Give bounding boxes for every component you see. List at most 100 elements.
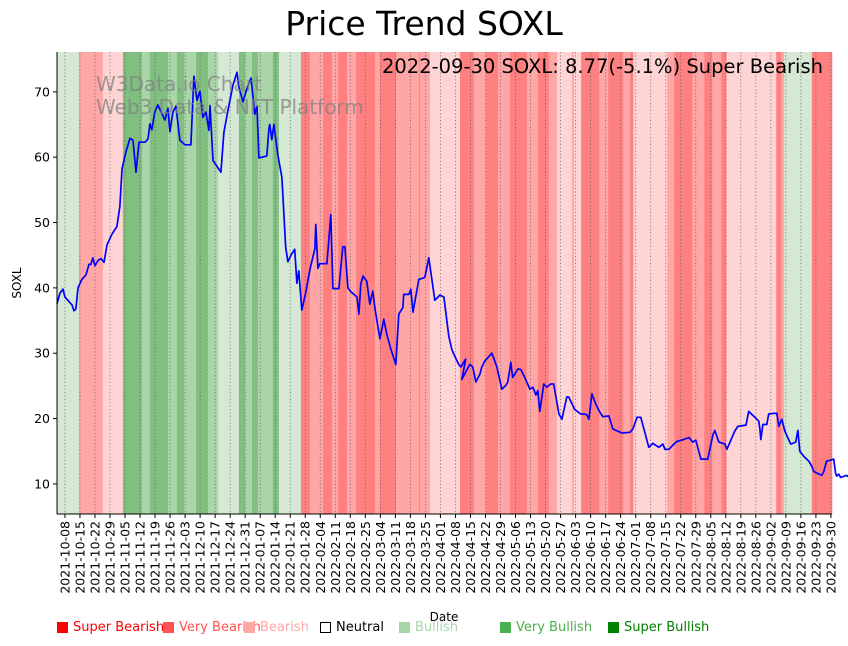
- band-bear3: [509, 52, 528, 514]
- x-tick-label: 2022-08-26: [748, 521, 763, 594]
- band-bull3: [272, 52, 280, 514]
- axes: [56, 52, 832, 515]
- x-tick-label: 2021-11-12: [133, 521, 148, 594]
- sentiment-bands: [57, 52, 833, 514]
- x-tick-label: 2022-02-25: [358, 521, 373, 594]
- band-bear2: [692, 52, 705, 514]
- band-bear2: [332, 52, 339, 514]
- x-tick-label: 2022-09-02: [763, 521, 778, 594]
- y-tick-label: 60: [34, 150, 50, 165]
- legend-item-super-bullish: Super Bullish: [608, 620, 709, 635]
- band-bull1: [278, 52, 302, 514]
- band-bear2: [526, 52, 539, 514]
- legend-item-super-bearish: Super Bearish: [57, 620, 164, 635]
- band-bear3: [811, 52, 833, 514]
- x-tick-label: 2022-07-15: [658, 521, 673, 594]
- legend-swatch: [399, 622, 410, 633]
- band-bear2: [374, 52, 381, 514]
- legend-label: Bullish: [415, 620, 459, 635]
- x-tick-label: 2021-12-24: [223, 521, 238, 594]
- band-bear2: [497, 52, 511, 514]
- band-bear2: [473, 52, 487, 514]
- x-tick-label: 2021-12-03: [178, 521, 193, 594]
- band-bear3: [537, 52, 550, 514]
- legend-swatch: [500, 622, 511, 633]
- x-tick-label: 2022-06-24: [613, 521, 628, 594]
- x-tick-label: 2022-05-20: [538, 521, 553, 594]
- legend-label: Very Bullish: [516, 620, 593, 635]
- y-tick-label: 10: [34, 476, 50, 491]
- band-bear1: [102, 52, 124, 514]
- watermark: W3Data.io Chart Web3 Data & NFT Platform: [96, 72, 364, 119]
- x-tick-label: 2022-02-04: [313, 521, 328, 594]
- band-bull1: [217, 52, 240, 514]
- x-tick-label: 2021-10-22: [87, 521, 102, 594]
- x-tick-label: 2022-07-22: [673, 521, 688, 594]
- x-tick-label: 2022-01-21: [283, 521, 298, 594]
- x-tick-label: 2022-04-15: [463, 521, 478, 594]
- band-bull3: [238, 52, 246, 514]
- band-bear3: [379, 52, 397, 514]
- band-bull3: [196, 52, 209, 514]
- watermark-line-1: W3Data.io Chart: [96, 72, 262, 96]
- price-annotation: 2022-09-30 SOXL: 8.77(-5.1%) Super Beari…: [382, 55, 823, 78]
- legend-swatch: [320, 622, 331, 633]
- band-bear3: [323, 52, 333, 514]
- legend-item-bullish: Bullish: [399, 620, 458, 635]
- x-tick-label: 2021-11-26: [163, 521, 178, 594]
- x-tick-label: 2022-02-11: [328, 521, 343, 594]
- y-axis-label: SOXL: [10, 267, 24, 299]
- band-bull2: [257, 52, 274, 514]
- y-tick-label: 70: [34, 84, 50, 99]
- x-gridlines: [64, 52, 832, 514]
- x-tick-label: 2021-10-08: [57, 521, 72, 594]
- band-bull2: [141, 52, 151, 514]
- x-tick-label: 2022-05-27: [553, 521, 568, 594]
- band-bear3: [608, 52, 624, 514]
- x-tick-label: 2022-03-18: [403, 521, 418, 594]
- x-tick-label: 2022-01-14: [268, 521, 283, 594]
- x-tick-label: 2021-12-31: [238, 521, 253, 594]
- band-bear2: [781, 52, 785, 514]
- band-bear3: [630, 52, 634, 514]
- price-line: [56, 71, 848, 479]
- legend-swatch: [608, 622, 619, 633]
- band-bear3: [459, 52, 475, 514]
- band-bear2: [712, 52, 722, 514]
- legend-item-neutral: Neutral: [320, 620, 384, 635]
- band-bull3: [149, 52, 169, 514]
- band-bear1: [556, 52, 573, 514]
- band-bull3: [122, 52, 143, 514]
- band-bear3: [485, 52, 499, 514]
- band-bear2: [396, 52, 420, 514]
- band-bear2: [78, 52, 104, 514]
- legend-label: Very Bearish: [179, 620, 261, 635]
- y-tick-label: 40: [34, 280, 50, 295]
- x-tick-label: 2022-03-25: [418, 521, 433, 594]
- x-tick-label: 2021-12-17: [208, 521, 223, 594]
- legend-swatch: [163, 622, 174, 633]
- legend-item-very-bearish: Very Bearish: [163, 620, 261, 635]
- x-tick-label: 2022-06-03: [568, 521, 583, 594]
- x-tick-label: 2022-09-16: [793, 521, 808, 594]
- price-line-layer: [56, 71, 848, 479]
- legend-label: Neutral: [336, 620, 384, 635]
- x-tick-label: 2021-10-29: [102, 521, 117, 594]
- band-bear3: [356, 52, 376, 514]
- legend-label: Super Bullish: [624, 620, 710, 635]
- x-tick-label: 2022-06-10: [583, 521, 598, 594]
- band-bear3: [721, 52, 727, 514]
- band-bull2: [208, 52, 219, 514]
- x-tick-label: 2022-01-07: [253, 521, 268, 594]
- band-bull3: [252, 52, 259, 514]
- band-bear2: [667, 52, 675, 514]
- band-bear2: [599, 52, 609, 514]
- legend-label: Super Bearish: [73, 620, 165, 635]
- legend-swatch: [57, 622, 68, 633]
- band-bull1: [784, 52, 813, 514]
- band-bull2: [244, 52, 253, 514]
- x-tick-label: 2021-11-05: [118, 521, 133, 594]
- x-axis-ticks: 2021-10-08 2021-10-15 2021-10-22 2021-10-29…: [57, 514, 838, 594]
- y-axis-ticks: 10 20 30 40 50 60 70: [34, 84, 57, 491]
